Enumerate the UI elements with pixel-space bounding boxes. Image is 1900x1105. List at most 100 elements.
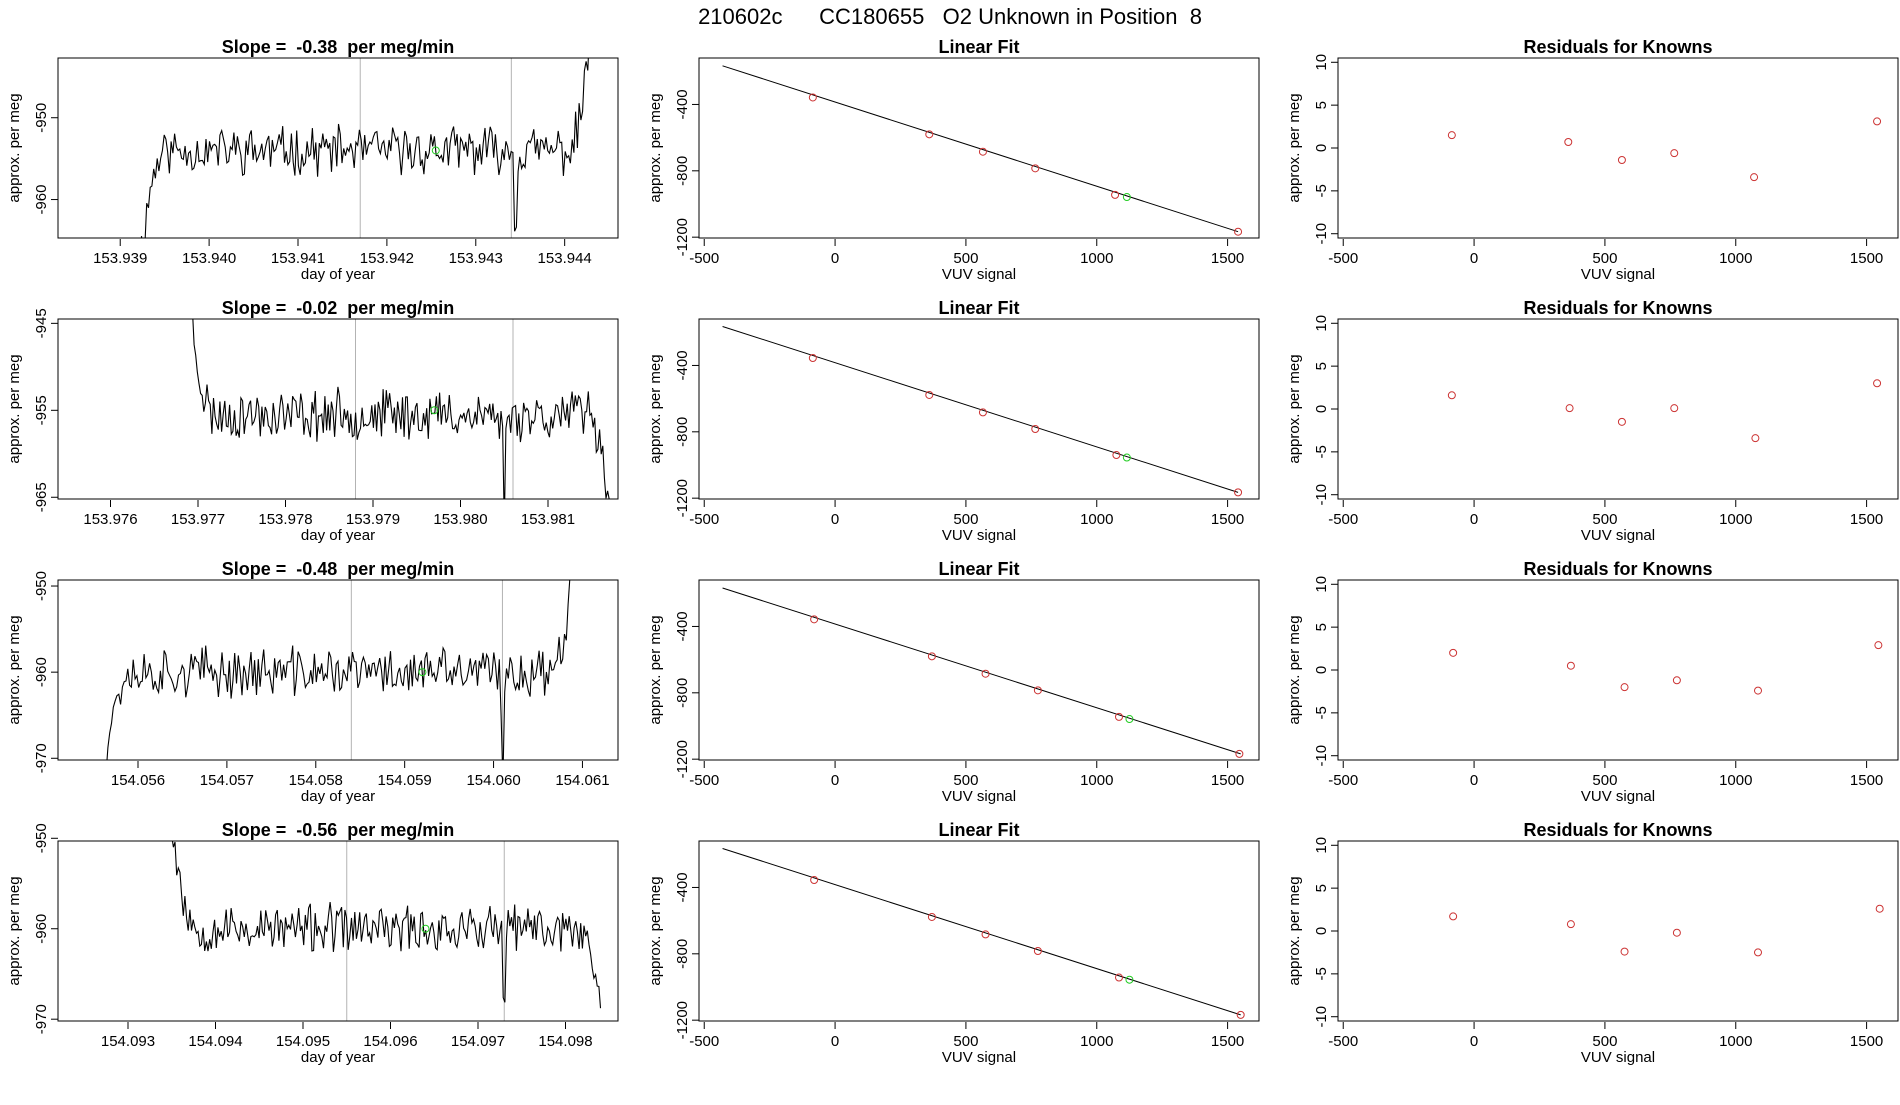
known-point	[1875, 904, 1884, 913]
x-tick-label: 153.978	[258, 511, 312, 528]
x-tick-label: 1500	[1850, 1033, 1883, 1050]
x-tick-label: -500	[1328, 511, 1358, 528]
known-point	[925, 130, 934, 139]
y-tick-label: -960	[33, 914, 50, 944]
plot-data	[171, 841, 602, 1021]
x-tick-label: 0	[1470, 772, 1478, 789]
y-tick-label: -5	[1313, 445, 1330, 458]
known-point	[1873, 379, 1882, 388]
y-tick-label: 0	[1313, 666, 1330, 674]
x-tick-label: 500	[1592, 772, 1617, 789]
x-tick-label: 0	[1470, 1033, 1478, 1050]
unknown-point	[421, 924, 430, 933]
plot-frame	[698, 57, 1260, 239]
plot-data	[722, 847, 1245, 1019]
x-axis-label: day of year	[301, 1049, 375, 1066]
known-point	[1672, 676, 1681, 685]
x-tick-label: 154.095	[276, 1033, 330, 1050]
x-tick-label: 1000	[1080, 511, 1113, 528]
y-tick-label: -400	[674, 611, 691, 641]
x-tick-label: 1000	[1080, 1033, 1113, 1050]
known-point	[1564, 138, 1573, 146]
x-axis-label: VUV signal	[942, 266, 1016, 283]
y-tick-label: 5	[1313, 362, 1330, 370]
plot-frame	[698, 318, 1260, 500]
y-tick-label: 5	[1313, 101, 1330, 109]
y-tick-label: -800	[674, 156, 691, 186]
x-tick-label: 153.943	[449, 250, 503, 267]
x-tick-label: 0	[1470, 511, 1478, 528]
fit-line	[722, 847, 1241, 1016]
known-point	[1033, 946, 1042, 955]
x-tick-label: 153.979	[346, 511, 400, 528]
y-axis-label: approx. per meg	[1286, 354, 1303, 463]
x-tick-label: 0	[831, 511, 839, 528]
y-tick-label: -965	[33, 482, 50, 512]
known-point	[1031, 424, 1040, 433]
y-axis-label: approx. per meg	[647, 876, 664, 985]
x-tick-label: 1500	[1211, 250, 1244, 267]
y-tick-label: -400	[674, 872, 691, 902]
y-tick-label: -10	[1313, 223, 1330, 245]
x-tick-label: 1500	[1850, 511, 1883, 528]
x-tick-label: 1500	[1850, 250, 1883, 267]
y-axis-label: approx. per meg	[1286, 876, 1303, 985]
x-tick-label: 1000	[1719, 511, 1752, 528]
x-tick-label: 153.981	[521, 511, 575, 528]
chart-panel-r1c2: Residuals for Knowns -500 0 500 1000 1500 VUV …	[1286, 298, 1899, 544]
known-point	[925, 390, 934, 399]
y-tick-label: 5	[1313, 884, 1330, 892]
known-point	[1670, 404, 1679, 413]
unknown-point	[1122, 193, 1131, 202]
panel-title: Slope = -0.48 per meg/min	[222, 559, 455, 579]
plot-data	[192, 319, 610, 499]
plot-data	[1449, 904, 1884, 957]
plot-data	[722, 587, 1244, 758]
y-axis-label: approx. per meg	[1286, 93, 1303, 202]
x-tick-label: 153.942	[360, 250, 414, 267]
plot-frame	[57, 318, 619, 500]
x-tick-label: 500	[953, 772, 978, 789]
x-tick-label: 1000	[1719, 1033, 1752, 1050]
known-point	[1754, 686, 1762, 695]
known-point	[1031, 164, 1040, 173]
x-tick-label: 153.940	[182, 250, 236, 267]
x-tick-label: 154.059	[378, 772, 432, 789]
x-tick-label: 1000	[1080, 772, 1113, 789]
x-tick-label: 0	[831, 1033, 839, 1050]
known-point	[808, 353, 817, 362]
x-tick-label: 0	[831, 772, 839, 789]
x-tick-label: 153.976	[83, 511, 137, 528]
y-tick-label: -1200	[674, 218, 691, 256]
y-tick-label: -800	[674, 678, 691, 708]
known-point	[1033, 686, 1042, 695]
y-tick-label: -10	[1313, 1006, 1330, 1028]
known-point	[1754, 948, 1762, 957]
known-point	[1617, 156, 1626, 164]
plot-data	[140, 58, 589, 238]
x-axis-label: VUV signal	[1581, 1049, 1655, 1066]
plot-frame	[57, 579, 619, 761]
x-tick-label: 154.094	[188, 1033, 242, 1050]
x-tick-label: -500	[689, 772, 719, 789]
known-point	[1447, 131, 1456, 140]
x-axis-label: VUV signal	[1581, 527, 1655, 544]
y-tick-label: -950	[33, 571, 50, 601]
x-tick-label: -500	[1328, 772, 1358, 789]
y-axis-label: approx. per meg	[6, 876, 23, 985]
y-tick-label: -960	[33, 657, 50, 687]
known-point	[1447, 391, 1456, 400]
y-tick-label: -955	[33, 395, 50, 425]
y-tick-label: 5	[1313, 623, 1330, 631]
x-tick-label: 153.941	[271, 250, 325, 267]
series-line	[106, 580, 571, 760]
x-tick-label: -500	[1328, 250, 1358, 267]
unknown-point	[431, 146, 440, 155]
x-tick-label: 1500	[1211, 772, 1244, 789]
chart-panel-r3c0: Slope = -0.56 per meg/min 154.093 154.094 1…	[6, 820, 619, 1066]
x-tick-label: 1500	[1211, 511, 1244, 528]
y-tick-label: 0	[1313, 144, 1330, 152]
plot-data	[106, 580, 571, 760]
unknown-point	[418, 668, 427, 677]
x-tick-label: 1500	[1850, 772, 1883, 789]
